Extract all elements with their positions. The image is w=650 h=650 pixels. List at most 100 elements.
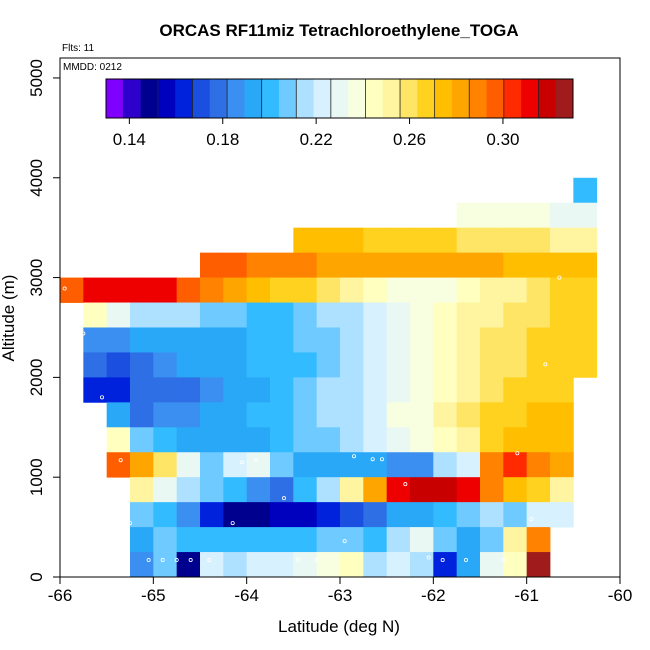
heatmap-cell [526, 502, 551, 528]
heatmap-cell [363, 377, 388, 403]
y-tick-label: 4000 [27, 159, 46, 197]
heatmap-cell [246, 252, 271, 278]
y-tick-label: 2000 [27, 358, 46, 396]
heatmap-cell [223, 277, 248, 303]
heatmap-cell [316, 302, 341, 328]
heatmap-cell [573, 302, 598, 328]
heatmap-cell [200, 277, 224, 303]
heatmap-cell [106, 427, 131, 453]
sample-point [188, 558, 193, 563]
heatmap-cell [153, 552, 178, 578]
colorbar-tick-label: 0.26 [393, 130, 426, 149]
heatmap-cell [386, 527, 411, 553]
heatmap-cell [363, 227, 388, 254]
heatmap-cell [293, 227, 318, 254]
sample-point [118, 458, 123, 463]
sample-point [160, 558, 165, 563]
heatmap-cell [153, 477, 178, 503]
heatmap-cell [176, 502, 201, 528]
heatmap-cell [176, 527, 201, 553]
heatmap-cell [176, 302, 201, 328]
heatmap-cell [316, 252, 341, 278]
heatmap-cell [293, 277, 318, 303]
colorbar-swatch [417, 79, 435, 118]
heatmap-cell [153, 527, 178, 553]
heatmap-cell [130, 402, 154, 428]
heatmap-cell [410, 527, 434, 553]
heatmap-cell [223, 402, 248, 428]
x-tick-label: -66 [48, 586, 73, 605]
colorbar-swatch [296, 79, 314, 118]
heatmap-cell [223, 502, 248, 528]
heatmap-cell [363, 277, 388, 303]
heatmap-cell [340, 277, 364, 303]
heatmap-cell [526, 402, 551, 428]
sample-point [566, 185, 571, 190]
heatmap-cell [130, 302, 154, 328]
heatmap-cell [340, 327, 364, 353]
heatmap-cell [340, 502, 364, 528]
y-axis: 0 1000 2000 3000 4000 5000 [27, 59, 60, 582]
heatmap-cell [316, 452, 341, 478]
heatmap-cell [456, 502, 481, 528]
heatmap-cell [130, 452, 154, 478]
heatmap-cell [363, 427, 388, 453]
sample-point [351, 454, 356, 459]
y-tick-label: 0 [27, 572, 46, 581]
sample-point [295, 558, 300, 563]
x-tick-label: -63 [328, 586, 353, 605]
heatmap-cell [480, 427, 504, 453]
sample-point [230, 521, 235, 526]
heatmap-cell [246, 302, 271, 328]
heatmap-cell [363, 452, 388, 478]
heatmap-cell [410, 402, 434, 428]
sample-point [379, 457, 384, 462]
heatmap-cell [550, 252, 574, 278]
heatmap-cell [270, 527, 294, 553]
x-axis: -66 -65 -64 -63 -62 -61 -60 [48, 577, 632, 605]
colorbar-swatch [175, 79, 193, 118]
colorbar-swatch [382, 79, 401, 118]
heatmap-cell [386, 502, 411, 528]
heatmap-cell [130, 552, 154, 578]
y-tick-label: 1000 [27, 458, 46, 496]
heatmap-cell [200, 502, 224, 528]
heatmap-cell [293, 402, 318, 428]
heatmap-cell [386, 427, 411, 453]
heatmap-cell [316, 277, 341, 303]
heatmap-cell [316, 502, 341, 528]
colorbar-swatch [278, 79, 297, 118]
heatmap-cell [316, 527, 341, 553]
heatmap-cell [503, 302, 528, 328]
heatmap-cell [410, 227, 434, 254]
heatmap-cell [293, 327, 318, 353]
heatmap-cell [433, 452, 458, 478]
heatmap-cell [316, 327, 341, 353]
heatmap-cell [293, 477, 318, 503]
heatmap-cell [456, 452, 481, 478]
x-axis-label: Latitude (deg N) [278, 617, 400, 636]
heatmap-cell [433, 227, 458, 254]
heatmap-cell [433, 552, 458, 578]
heatmap-cell [503, 552, 528, 578]
colorbar-tick-label: 0.14 [113, 130, 146, 149]
heatmap-cell [223, 377, 248, 403]
heatmap-cell [223, 352, 248, 378]
heatmap-cell [433, 502, 458, 528]
heatmap-cell [246, 352, 271, 378]
date-label: MMDD: 0212 [63, 62, 122, 73]
colorbar-swatch [313, 79, 332, 118]
heatmap-cell [246, 327, 271, 353]
heatmap-cell [410, 427, 434, 453]
heatmap-cell [316, 477, 341, 503]
heatmap-cell [480, 227, 504, 254]
colorbar-swatch [140, 79, 159, 118]
heatmap-cell [503, 527, 528, 553]
heatmap-cell [573, 202, 598, 229]
heatmap-cell [433, 302, 458, 328]
heatmap-cell [363, 552, 388, 578]
heatmap-cell [223, 452, 248, 478]
heatmap-cell [270, 377, 294, 403]
heatmap-cell [480, 252, 504, 278]
heatmap-cell [130, 502, 154, 528]
